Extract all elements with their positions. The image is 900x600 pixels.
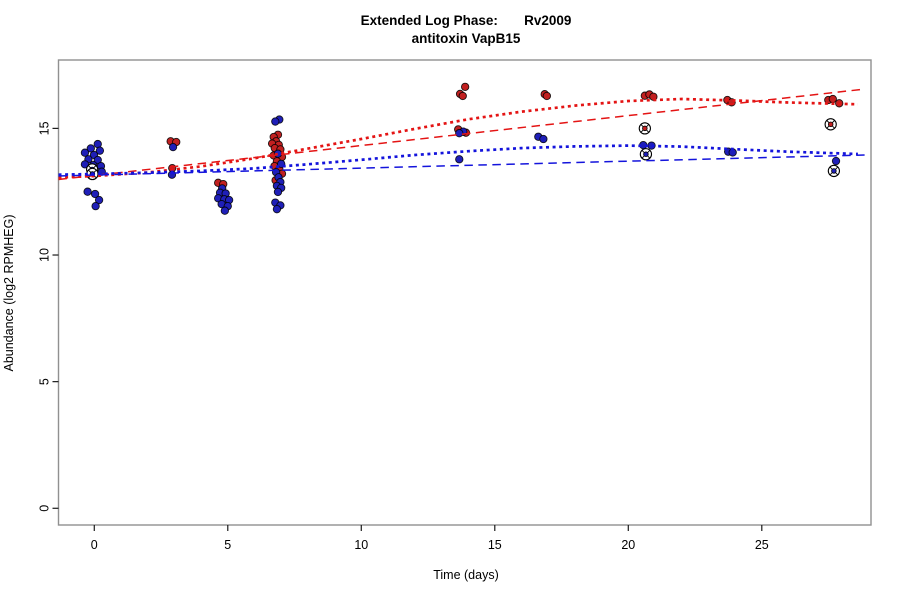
blue-linear-dashed (58, 154, 865, 177)
x-tick-label: 20 (621, 538, 635, 552)
data-point (90, 189, 100, 199)
x-tick-label: 10 (354, 538, 368, 552)
plot-box (57, 59, 872, 526)
data-point (273, 187, 283, 197)
data-point (642, 125, 648, 132)
data-point (83, 187, 92, 196)
plot-title: Extended Log Phase: Rv2009 (361, 13, 572, 28)
red-points (166, 82, 844, 189)
data-point (828, 94, 837, 104)
data-point (455, 155, 464, 164)
y-tick-label: 0 (38, 505, 52, 512)
data-point (86, 144, 95, 153)
x-tick-label: 5 (224, 538, 231, 552)
blue-points (80, 115, 841, 215)
red-circled-points (638, 118, 837, 135)
data-point (539, 134, 548, 144)
x-tick-label: 0 (91, 538, 98, 552)
x-tick-label: 25 (755, 538, 769, 552)
plot-subtitle: antitoxin VapB15 (412, 31, 521, 46)
blue-circled-points (85, 148, 841, 181)
data-point (827, 121, 834, 128)
data-point (220, 206, 229, 215)
data-point (458, 91, 467, 101)
blue-loess-dotted (58, 144, 858, 177)
trend-lines (58, 88, 865, 181)
data-point (831, 168, 837, 174)
data-point (80, 160, 90, 169)
data-point (461, 82, 470, 91)
x-tick-label: 15 (488, 538, 502, 552)
data-point (94, 195, 104, 205)
x-axis-label: Time (days) (433, 568, 499, 582)
y-tick-label: 10 (38, 248, 52, 262)
red-linear-dashed (58, 88, 865, 181)
data-points (80, 82, 844, 215)
axes: 0 5 10 15 20 25 0 5 10 15 (38, 59, 872, 552)
data-point (271, 117, 280, 126)
y-tick-label: 5 (38, 378, 52, 385)
data-point (643, 151, 649, 157)
data-point (168, 142, 178, 152)
data-point (95, 146, 105, 155)
data-point (272, 205, 282, 214)
data-point (80, 148, 90, 157)
red-loess-dotted (58, 97, 858, 179)
data-point (542, 91, 552, 101)
data-point (831, 156, 841, 166)
y-axis-label: Abundance (log2 RPMHEG) (2, 214, 16, 371)
y-tick-label: 15 (38, 121, 52, 135)
data-point (91, 201, 100, 211)
data-point (455, 129, 464, 138)
